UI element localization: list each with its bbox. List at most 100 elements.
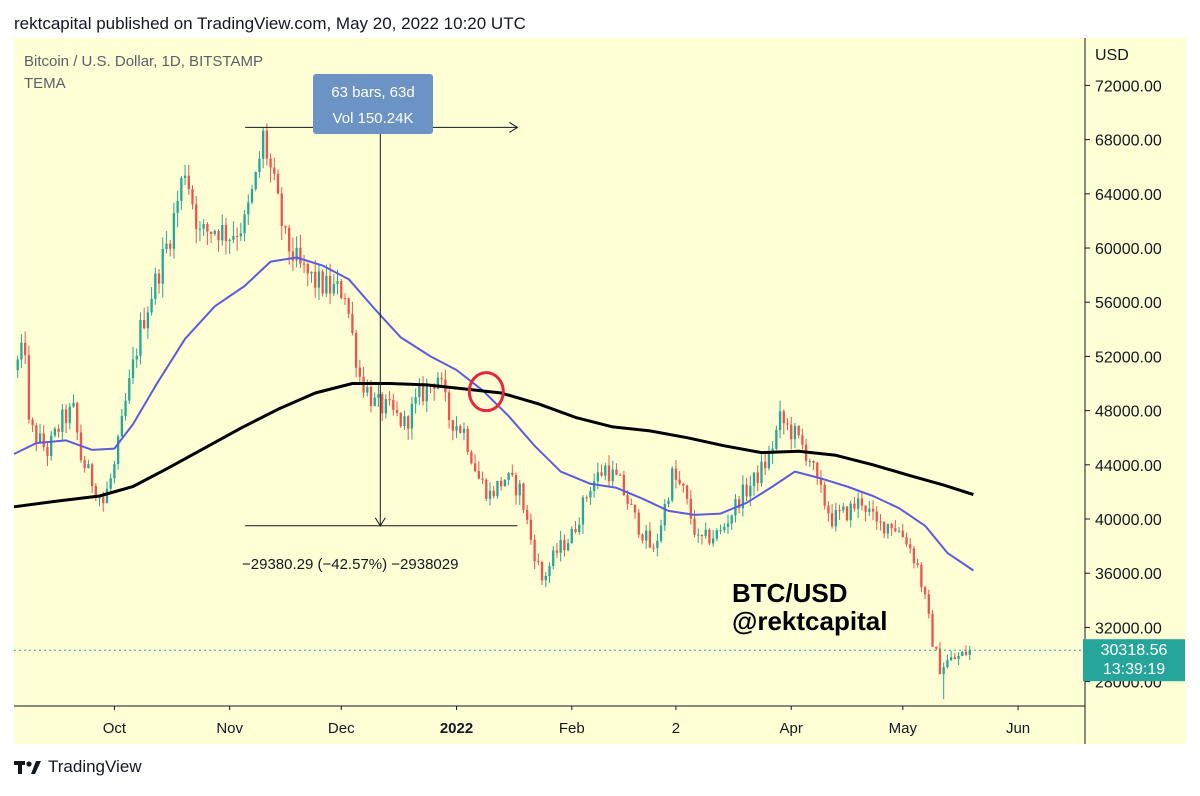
candle-body bbox=[369, 387, 373, 406]
candle-body bbox=[816, 462, 819, 479]
candle-body bbox=[284, 226, 287, 228]
candle-body bbox=[968, 650, 971, 655]
candle-body bbox=[213, 230, 216, 234]
last-price-tag[interactable]: 30318.56 13:39:19 bbox=[1083, 639, 1185, 682]
candle-body bbox=[931, 613, 934, 647]
candle-body bbox=[890, 523, 893, 529]
crossover-circle-marker bbox=[467, 371, 505, 413]
time-axis-background bbox=[14, 706, 1186, 744]
candle-body bbox=[778, 411, 782, 430]
candle-body bbox=[195, 204, 198, 229]
candle-body bbox=[719, 530, 722, 532]
candle-body bbox=[663, 504, 666, 526]
candle-body bbox=[381, 394, 384, 414]
candle-body bbox=[462, 428, 466, 433]
candle-body bbox=[291, 251, 295, 261]
tradingview-logo[interactable]: TradingView bbox=[14, 757, 142, 777]
candle-body bbox=[745, 484, 748, 497]
candle-body bbox=[425, 384, 428, 402]
candle-body bbox=[172, 213, 176, 249]
candle-body bbox=[262, 130, 265, 159]
candle-body bbox=[120, 416, 123, 437]
y-tick-label: 32000.00 bbox=[1095, 620, 1162, 637]
candle-body bbox=[68, 406, 71, 424]
indicator-name: TEMA bbox=[24, 75, 66, 92]
candle-body bbox=[276, 173, 280, 194]
candle-body bbox=[124, 400, 127, 417]
candle-body bbox=[540, 561, 544, 581]
candle-body bbox=[961, 651, 964, 656]
candle-body bbox=[559, 539, 562, 553]
candle-body bbox=[418, 385, 421, 398]
candle-body bbox=[317, 271, 321, 288]
candle-body bbox=[526, 509, 529, 520]
candle-body bbox=[726, 523, 730, 527]
price-axis-background bbox=[1085, 38, 1186, 706]
candle-body bbox=[901, 530, 904, 538]
candle-body bbox=[630, 503, 633, 505]
measure-result: −29380.29 (−42.57%) −2938029 bbox=[242, 556, 458, 573]
candle-body bbox=[373, 397, 376, 406]
candle-body bbox=[206, 224, 209, 232]
candle-body bbox=[247, 202, 250, 215]
candle-body bbox=[150, 298, 153, 313]
publisher-line: rektcapital published on TradingView.com… bbox=[14, 14, 526, 33]
y-tick-label: 68000.00 bbox=[1095, 133, 1162, 150]
tradingview-brand: TradingView bbox=[48, 757, 142, 776]
y-tick-label: 52000.00 bbox=[1095, 349, 1162, 366]
candle-body bbox=[708, 529, 711, 544]
candle-body bbox=[578, 524, 581, 532]
candle-body bbox=[46, 447, 49, 456]
candle-body bbox=[27, 355, 31, 420]
candle-body bbox=[473, 463, 477, 472]
candle-body bbox=[645, 530, 648, 541]
candle-body bbox=[288, 227, 291, 252]
candle-body bbox=[756, 472, 759, 484]
candle-body bbox=[451, 420, 454, 431]
candle-body bbox=[619, 474, 622, 476]
candle-body bbox=[198, 228, 202, 230]
candle-body bbox=[857, 498, 860, 509]
candle-body bbox=[436, 377, 440, 389]
candle-body bbox=[131, 359, 135, 379]
candle-body bbox=[492, 490, 495, 497]
candle-body bbox=[923, 587, 927, 595]
candle-body bbox=[782, 411, 785, 424]
candle-body bbox=[31, 419, 34, 426]
candle-body bbox=[764, 461, 767, 469]
candle-body bbox=[455, 426, 458, 431]
tradingview-logo-icon bbox=[14, 761, 41, 774]
candle-body bbox=[102, 497, 105, 504]
candle-body bbox=[730, 515, 733, 524]
candle-body bbox=[180, 178, 183, 201]
candle-body bbox=[860, 498, 864, 506]
candle-body bbox=[946, 660, 949, 668]
candle-body bbox=[819, 478, 823, 485]
candle-body bbox=[354, 332, 358, 368]
candle-body bbox=[187, 175, 190, 190]
candle-body bbox=[16, 359, 19, 371]
candle-body bbox=[351, 313, 354, 333]
candle-body bbox=[552, 550, 555, 567]
candle-body bbox=[459, 426, 462, 433]
x-tick-label: 2 bbox=[672, 720, 680, 737]
candle-body bbox=[886, 523, 890, 534]
candle-body bbox=[169, 243, 172, 249]
candle-body bbox=[161, 249, 164, 284]
candle-body bbox=[797, 425, 800, 436]
candle-body bbox=[871, 508, 875, 512]
candle-body bbox=[715, 530, 718, 539]
y-tick-label: 56000.00 bbox=[1095, 295, 1162, 312]
candle-body bbox=[221, 224, 224, 241]
y-tick-label: 36000.00 bbox=[1095, 566, 1162, 583]
candle-body bbox=[868, 508, 871, 512]
candle-body bbox=[24, 342, 27, 356]
last-price-value: 30318.56 bbox=[1101, 642, 1168, 659]
candle-body bbox=[481, 478, 484, 480]
candle-body bbox=[853, 503, 856, 509]
candle-body bbox=[384, 399, 388, 414]
candle-body bbox=[64, 409, 68, 424]
candle-body bbox=[823, 484, 826, 506]
candle-body bbox=[35, 425, 38, 443]
